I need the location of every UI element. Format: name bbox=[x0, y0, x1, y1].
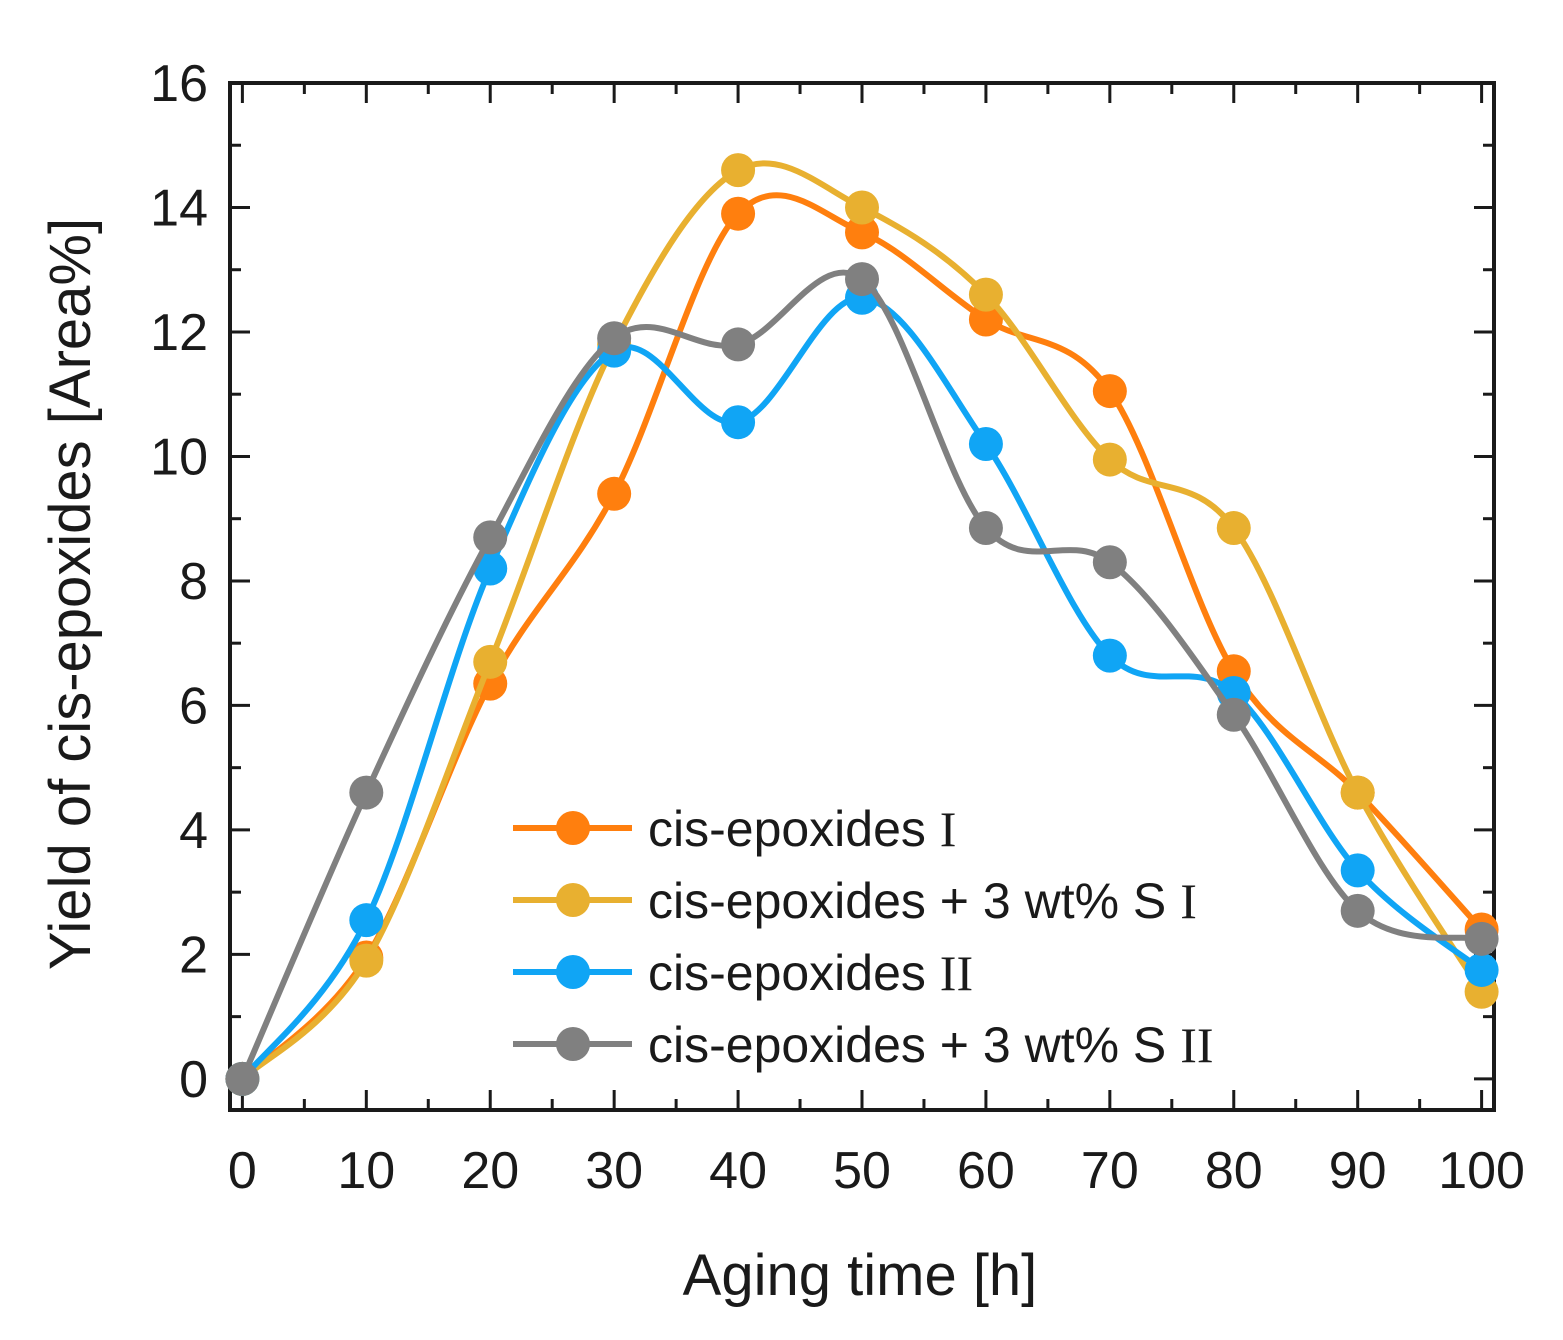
data-point bbox=[1092, 545, 1127, 580]
data-point bbox=[1092, 638, 1127, 673]
legend-label: cis-epoxides I bbox=[648, 801, 956, 857]
data-point bbox=[721, 405, 756, 440]
legend-item: cis-epoxides + 3 wt% S II bbox=[513, 1017, 1214, 1073]
x-tick-label: 60 bbox=[957, 1142, 1015, 1200]
x-tick-label: 90 bbox=[1329, 1142, 1387, 1200]
data-point bbox=[597, 476, 632, 511]
legend-item: cis-epoxides I bbox=[513, 801, 956, 857]
x-tick-label: 30 bbox=[585, 1142, 643, 1200]
x-tick-label: 70 bbox=[1081, 1142, 1139, 1200]
data-point bbox=[1092, 442, 1127, 477]
data-point bbox=[721, 196, 756, 231]
x-tick-label: 50 bbox=[833, 1142, 891, 1200]
data-point bbox=[597, 321, 632, 356]
data-point bbox=[1340, 893, 1375, 928]
y-tick-label: 10 bbox=[150, 428, 208, 486]
x-tick-label: 20 bbox=[461, 1142, 519, 1200]
data-point bbox=[349, 775, 384, 810]
data-point bbox=[968, 427, 1003, 462]
data-point bbox=[968, 511, 1003, 546]
x-tick-label: 100 bbox=[1438, 1142, 1525, 1200]
x-tick-label: 0 bbox=[228, 1142, 257, 1200]
legend-marker bbox=[556, 1027, 590, 1061]
y-tick-label: 6 bbox=[179, 677, 208, 735]
data-point bbox=[845, 215, 879, 250]
legend-marker bbox=[556, 811, 590, 845]
y-tick-label: 12 bbox=[150, 304, 208, 362]
legend-item: cis-epoxides + 3 wt% S I bbox=[513, 873, 1197, 929]
y-tick-label: 14 bbox=[150, 179, 208, 237]
data-point bbox=[721, 153, 756, 188]
x-tick-label: 10 bbox=[337, 1142, 395, 1200]
data-point bbox=[1216, 511, 1251, 546]
legend-label: cis-epoxides + 3 wt% S I bbox=[648, 873, 1197, 929]
y-tick-label: 4 bbox=[179, 802, 208, 860]
legend-marker bbox=[556, 883, 590, 917]
y-tick-label: 0 bbox=[179, 1051, 208, 1109]
data-point bbox=[473, 644, 508, 679]
data-point bbox=[473, 551, 508, 586]
x-tick-label: 40 bbox=[709, 1142, 767, 1200]
legend: cis-epoxides I cis-epoxides + 3 wt% S I ci… bbox=[513, 801, 1214, 1073]
data-point bbox=[1092, 374, 1127, 409]
data-point bbox=[349, 903, 384, 938]
data-point bbox=[1464, 921, 1499, 956]
data-point bbox=[968, 277, 1003, 312]
data-point bbox=[225, 1061, 260, 1096]
legend-item: cis-epoxides II bbox=[513, 945, 973, 1001]
legend-label: cis-epoxides II bbox=[648, 945, 973, 1001]
data-point bbox=[1216, 697, 1251, 732]
data-point bbox=[1464, 952, 1499, 987]
axes: 0 10 20 30 40 50 60 70 80 90 100 0 2 4 6 8 10 12 14 16 bbox=[150, 55, 1525, 1200]
x-axis-label: Aging time [h] bbox=[683, 1243, 1038, 1308]
y-axis-label: Yield of cis-epoxides [Area%] bbox=[38, 218, 103, 970]
legend-marker bbox=[556, 955, 590, 989]
y-tick-label: 8 bbox=[179, 553, 208, 611]
data-point bbox=[845, 262, 879, 297]
data-point bbox=[968, 302, 1003, 337]
data-point bbox=[473, 520, 508, 555]
data-point bbox=[1340, 775, 1375, 810]
data-point bbox=[721, 327, 756, 362]
x-tick-label: 80 bbox=[1205, 1142, 1263, 1200]
y-tick-label: 16 bbox=[150, 55, 208, 113]
series-4 bbox=[225, 262, 1499, 1096]
data-point bbox=[349, 943, 384, 978]
series-layer bbox=[225, 153, 1499, 1096]
legend-label: cis-epoxides + 3 wt% S II bbox=[648, 1017, 1214, 1073]
y-tick-label: 2 bbox=[179, 926, 208, 984]
data-point bbox=[1340, 853, 1375, 888]
data-point bbox=[845, 190, 879, 225]
